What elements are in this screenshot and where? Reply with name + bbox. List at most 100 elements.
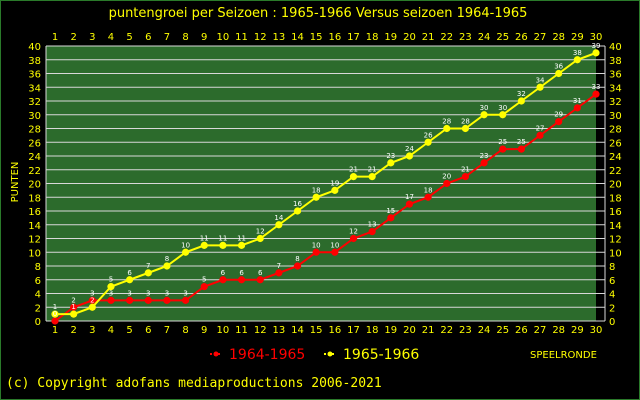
- x-tick-top-8: 8: [182, 32, 188, 43]
- y-tick-left-22: 22: [28, 166, 41, 177]
- x-tick-bottom-20: 20: [403, 325, 416, 336]
- point-label-1965-1966-18: 21: [368, 166, 377, 174]
- y-tick-left-30: 30: [28, 111, 41, 122]
- x-tick-top-22: 22: [440, 32, 453, 43]
- point-1964-1965-22: [443, 179, 451, 188]
- point-label-1964-1965-19: 15: [386, 207, 395, 215]
- x-tick-bottom-16: 16: [328, 325, 341, 336]
- y-tick-left-6: 6: [35, 276, 41, 287]
- point-label-1964-1965-30: 33: [592, 83, 601, 91]
- point-1964-1965-1: [51, 317, 59, 325]
- x-tick-bottom-10: 10: [217, 325, 230, 336]
- copyright-text: (c) Copyright adofans mediaproductions 2…: [6, 376, 382, 391]
- grid-lines: [45, 45, 606, 322]
- x-tick-top-25: 25: [496, 32, 509, 43]
- y-tick-left-8: 8: [35, 262, 41, 273]
- x-tick-bottom-27: 27: [534, 325, 547, 336]
- x-tick-top-16: 16: [328, 32, 341, 43]
- x-tick-bottom-2: 2: [70, 325, 76, 336]
- point-label-1964-1965-11: 6: [239, 269, 244, 277]
- point-label-1965-1966-8: 10: [181, 241, 190, 249]
- point-1964-1965-4: [107, 296, 115, 304]
- point-1965-1966-15: [312, 193, 320, 201]
- x-axis-title: SPEELRONDE: [530, 350, 597, 361]
- x-tick-bottom-14: 14: [291, 325, 304, 336]
- point-1965-1966-3: [88, 303, 96, 311]
- point-1964-1965-8: [181, 296, 190, 304]
- point-1964-1965-3: [88, 296, 96, 304]
- x-tick-bottom-24: 24: [478, 325, 491, 336]
- point-1964-1965-7: [163, 296, 171, 304]
- point-1964-1965-21: [424, 193, 432, 201]
- y-axis-title: PUNTEN: [10, 162, 21, 203]
- x-tick-top-7: 7: [164, 32, 170, 43]
- point-1964-1965-25: [499, 145, 507, 153]
- point-1965-1966-22: [443, 124, 451, 133]
- point-1964-1965-19: [387, 214, 395, 222]
- y-tick-right-12: 12: [609, 235, 622, 246]
- point-label-1964-1965-18: 13: [368, 221, 377, 229]
- y-tick-left-34: 34: [28, 83, 41, 94]
- x-tick-top-21: 21: [422, 32, 435, 43]
- point-1964-1965-11: [237, 276, 246, 284]
- x-tick-bottom-30: 30: [590, 325, 603, 336]
- point-label-1964-1965-3: 3: [90, 289, 94, 297]
- point-label-1964-1965-5: 3: [127, 289, 131, 297]
- x-tick-bottom-23: 23: [459, 325, 472, 336]
- x-tick-bottom-18: 18: [366, 325, 379, 336]
- point-label-1965-1966-19: 23: [386, 152, 395, 160]
- series-lines: [51, 49, 600, 325]
- x-tick-top-2: 2: [70, 32, 76, 43]
- point-label-1965-1966-1: 1: [53, 303, 57, 311]
- point-1964-1965-28: [555, 118, 563, 126]
- y-tick-left-0: 0: [35, 317, 41, 328]
- y-tick-right-18: 18: [609, 193, 622, 204]
- point-label-1965-1966-7: 8: [165, 255, 169, 263]
- y-tick-right-16: 16: [609, 207, 622, 218]
- point-label-1965-1966-21: 26: [424, 131, 433, 139]
- point-1965-1966-21: [424, 138, 432, 146]
- point-label-1965-1966-13: 14: [274, 214, 283, 222]
- point-1964-1965-23: [461, 173, 470, 181]
- legend: 1964-1965 1965-1966: [210, 347, 419, 363]
- point-label-1964-1965-10: 6: [221, 269, 226, 277]
- x-tick-bottom-15: 15: [310, 325, 323, 336]
- y-tick-right-32: 32: [609, 97, 622, 108]
- point-1965-1966-5: [126, 276, 134, 284]
- point-1965-1966-19: [387, 159, 395, 167]
- point-1965-1966-28: [555, 69, 563, 78]
- y-tick-left-2: 2: [35, 303, 41, 314]
- point-1965-1966-20: [405, 152, 414, 160]
- point-1964-1965-15: [312, 248, 320, 256]
- point-label-1965-1966-11: 11: [237, 234, 246, 242]
- y-tick-right-38: 38: [609, 56, 622, 67]
- point-1964-1965-20: [405, 200, 414, 208]
- y-tick-right-6: 6: [609, 276, 615, 287]
- point-1965-1966-26: [517, 97, 525, 105]
- point-label-1964-1965-6: 3: [146, 289, 150, 297]
- point-label-1965-1966-29: 38: [573, 49, 582, 57]
- point-1965-1966-14: [293, 207, 302, 215]
- x-tick-top-12: 12: [254, 32, 267, 43]
- point-label-1964-1965-25: 25: [498, 138, 507, 146]
- y-tick-left-40: 40: [28, 42, 41, 53]
- y-tick-right-30: 30: [609, 111, 622, 122]
- x-tick-top-1: 1: [52, 32, 58, 43]
- x-tick-top-5: 5: [126, 32, 132, 43]
- point-1965-1966-2: [70, 310, 78, 318]
- x-tick-top-4: 4: [108, 32, 114, 43]
- point-1965-1966-9: [200, 241, 208, 249]
- y-tick-right-4: 4: [609, 290, 615, 301]
- x-tick-top-6: 6: [145, 32, 151, 43]
- point-1965-1966-25: [499, 111, 507, 119]
- x-tick-bottom-7: 7: [164, 325, 170, 336]
- point-1964-1965-24: [480, 159, 488, 167]
- point-label-1964-1965-28: 29: [554, 111, 563, 119]
- y-tick-left-24: 24: [28, 152, 41, 163]
- point-label-1964-1965-2: 2: [71, 296, 75, 304]
- point-label-1965-1966-23: 28: [461, 118, 470, 126]
- x-tick-bottom-21: 21: [422, 325, 435, 336]
- point-label-1965-1966-4: 5: [109, 276, 113, 284]
